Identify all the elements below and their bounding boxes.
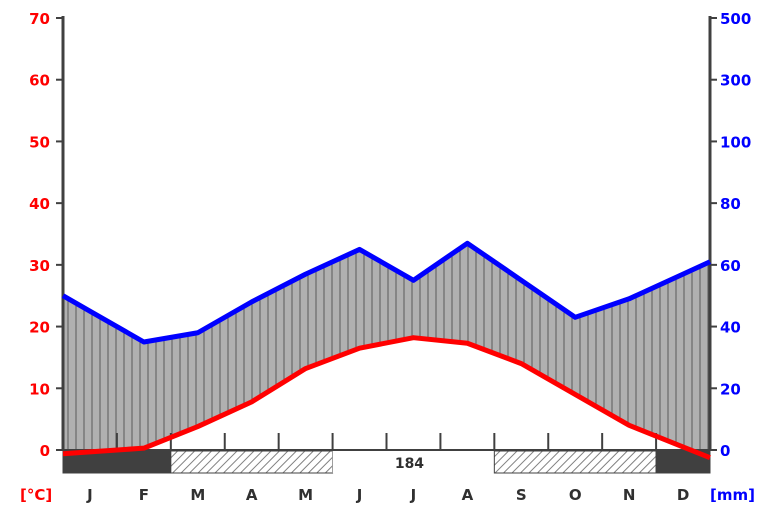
left-tick-label: 10: [29, 380, 50, 398]
month-label: A: [246, 486, 258, 504]
month-label: M: [190, 486, 205, 504]
left-tick-label: 30: [29, 257, 50, 275]
right-tick-label: 20: [720, 380, 741, 398]
right-axis-unit-label: [mm]: [710, 486, 755, 504]
right-tick-label: 500: [720, 10, 751, 28]
month-label: A: [462, 486, 474, 504]
frost-band-none: [332, 451, 495, 473]
right-tick-label: 40: [720, 319, 741, 337]
right-tick-label: 100: [720, 133, 751, 151]
month-label: M: [298, 486, 313, 504]
axes-layer: [56, 16, 717, 451]
humid-area-layer: [63, 243, 710, 450]
month-label: N: [623, 486, 636, 504]
left-tick-label: 40: [29, 195, 50, 213]
right-tick-label: 80: [720, 195, 741, 213]
month-label: D: [677, 486, 689, 504]
month-label: J: [86, 486, 93, 504]
frost-band-possible: [170, 450, 334, 474]
temperature-line: [62, 335, 711, 461]
series-lines-layer: [61, 240, 712, 461]
month-label: F: [139, 486, 149, 504]
labels-layer: 0 10 20 30 40 50 60 70 0 20 40 60 80 100 300 500 J F M A M J J…: [20, 10, 755, 504]
month-label: O: [569, 486, 582, 504]
frost-free-days-label: 184: [395, 456, 424, 472]
left-axis-unit-label: [°C]: [20, 486, 52, 504]
right-tick-label: 300: [720, 72, 751, 90]
month-label: J: [356, 486, 363, 504]
frost-band-possible: [493, 450, 657, 474]
left-tick-label: 0: [40, 442, 50, 460]
left-tick-label: 70: [29, 10, 50, 28]
right-tick-label: 0: [720, 442, 730, 460]
month-label: S: [516, 486, 527, 504]
left-tick-label: 60: [29, 72, 50, 90]
humid-area: [63, 243, 710, 450]
month-label: J: [410, 486, 417, 504]
precipitation-line: [61, 240, 712, 345]
left-tick-label: 20: [29, 319, 50, 337]
frost-bar-layer: [62, 450, 711, 474]
right-tick-label: 60: [720, 257, 741, 275]
left-tick-label: 50: [29, 133, 50, 151]
